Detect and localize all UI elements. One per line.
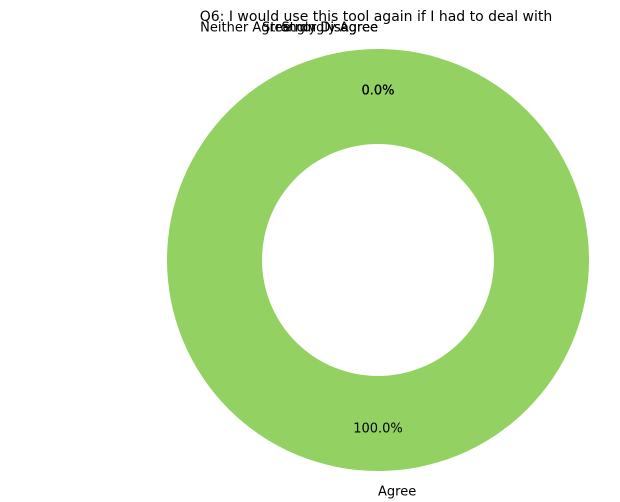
slice-percent-strongly-disagree: 0.0% <box>361 84 394 99</box>
chart-title: Q6: I would use this tool again if I had… <box>200 9 553 25</box>
slice-agree <box>167 49 589 471</box>
slice-percent-agree: 100.0% <box>353 421 403 436</box>
donut-slices <box>167 49 589 471</box>
slice-label-strongly-agree: Strongly Agree <box>282 20 379 35</box>
slice-labels: Agree 100.0% Neither Agree nor Disagree 0.0… <box>200 20 416 499</box>
slice-percent-neither-agree-nor-disagree: 0.0% <box>361 84 394 99</box>
slice-label-strongly-disagree: Strongly Disagree <box>262 20 378 35</box>
slice-percent-strongly-agree: 0.0% <box>361 84 394 99</box>
slice-label-neither-agree-nor-disagree: Neither Agree nor Disagree <box>200 20 378 35</box>
slice-label-agree: Agree <box>378 485 416 500</box>
